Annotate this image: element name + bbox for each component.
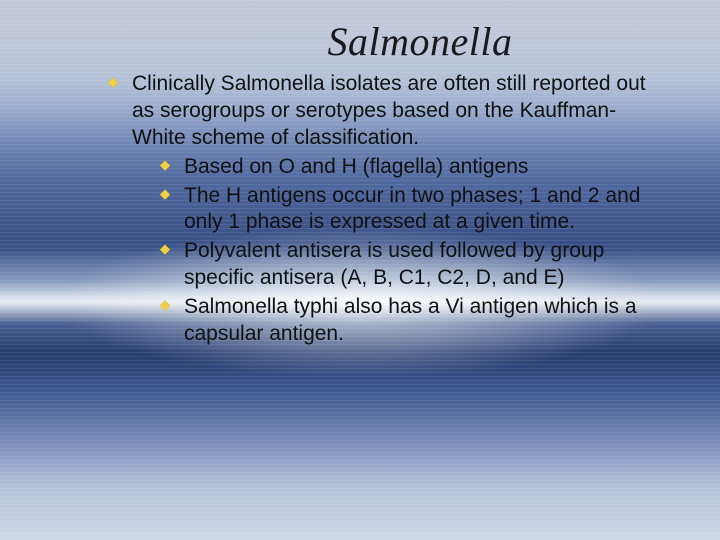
slide-content: Salmonella Clinically Salmonella isolate… [0, 0, 720, 370]
bullet-main-text: Clinically Salmonella isolates are often… [132, 72, 646, 149]
sub-bullet-2: The H antigens occur in two phases; 1 an… [160, 183, 660, 237]
sub-bullet-3: Polyvalent antisera is used followed by … [160, 238, 660, 292]
bullet-main: Clinically Salmonella isolates are often… [108, 71, 660, 348]
sub-bullet-1: Based on O and H (flagella) antigens [160, 154, 660, 181]
slide-title: Salmonella [180, 18, 660, 65]
slide: Salmonella Clinically Salmonella isolate… [0, 0, 720, 540]
sub-bullet-4: Salmonella typhi also has a Vi antigen w… [160, 294, 660, 348]
bullet-list: Clinically Salmonella isolates are often… [108, 71, 660, 348]
sub-bullet-list: Based on O and H (flagella) antigens The… [160, 154, 660, 348]
